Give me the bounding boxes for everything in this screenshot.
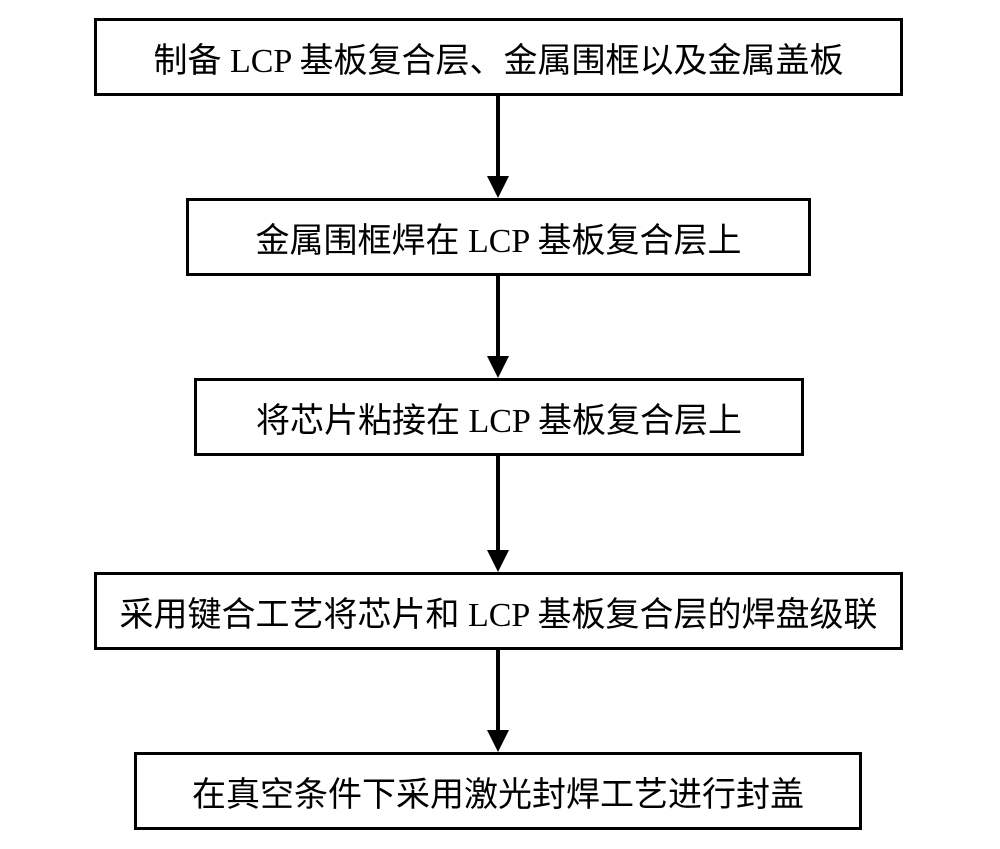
- flow-step-step2: 金属围框焊在 LCP 基板复合层上: [186, 198, 811, 276]
- arrow-head: [487, 550, 509, 572]
- flow-step-step3: 将芯片粘接在 LCP 基板复合层上: [194, 378, 804, 456]
- arrow-shaft: [496, 456, 500, 550]
- arrow-shaft: [496, 96, 500, 176]
- arrow-shaft: [496, 276, 500, 356]
- flow-step-step4: 采用键合工艺将芯片和 LCP 基板复合层的焊盘级联: [94, 572, 903, 650]
- flow-step-label: 采用键合工艺将芯片和 LCP 基板复合层的焊盘级联: [119, 587, 877, 636]
- flow-step-label: 金属围框焊在 LCP 基板复合层上: [255, 213, 741, 262]
- flow-step-label: 在真空条件下采用激光封焊工艺进行封盖: [192, 767, 804, 816]
- flow-step-label: 制备 LCP 基板复合层、金属围框以及金属盖板: [153, 33, 843, 82]
- arrow-shaft: [496, 650, 500, 730]
- flow-step-label: 将芯片粘接在 LCP 基板复合层上: [256, 393, 742, 442]
- arrow-head: [487, 176, 509, 198]
- flow-step-step5: 在真空条件下采用激光封焊工艺进行封盖: [134, 752, 862, 830]
- flow-step-step1: 制备 LCP 基板复合层、金属围框以及金属盖板: [94, 18, 903, 96]
- arrow-head: [487, 730, 509, 752]
- arrow-head: [487, 356, 509, 378]
